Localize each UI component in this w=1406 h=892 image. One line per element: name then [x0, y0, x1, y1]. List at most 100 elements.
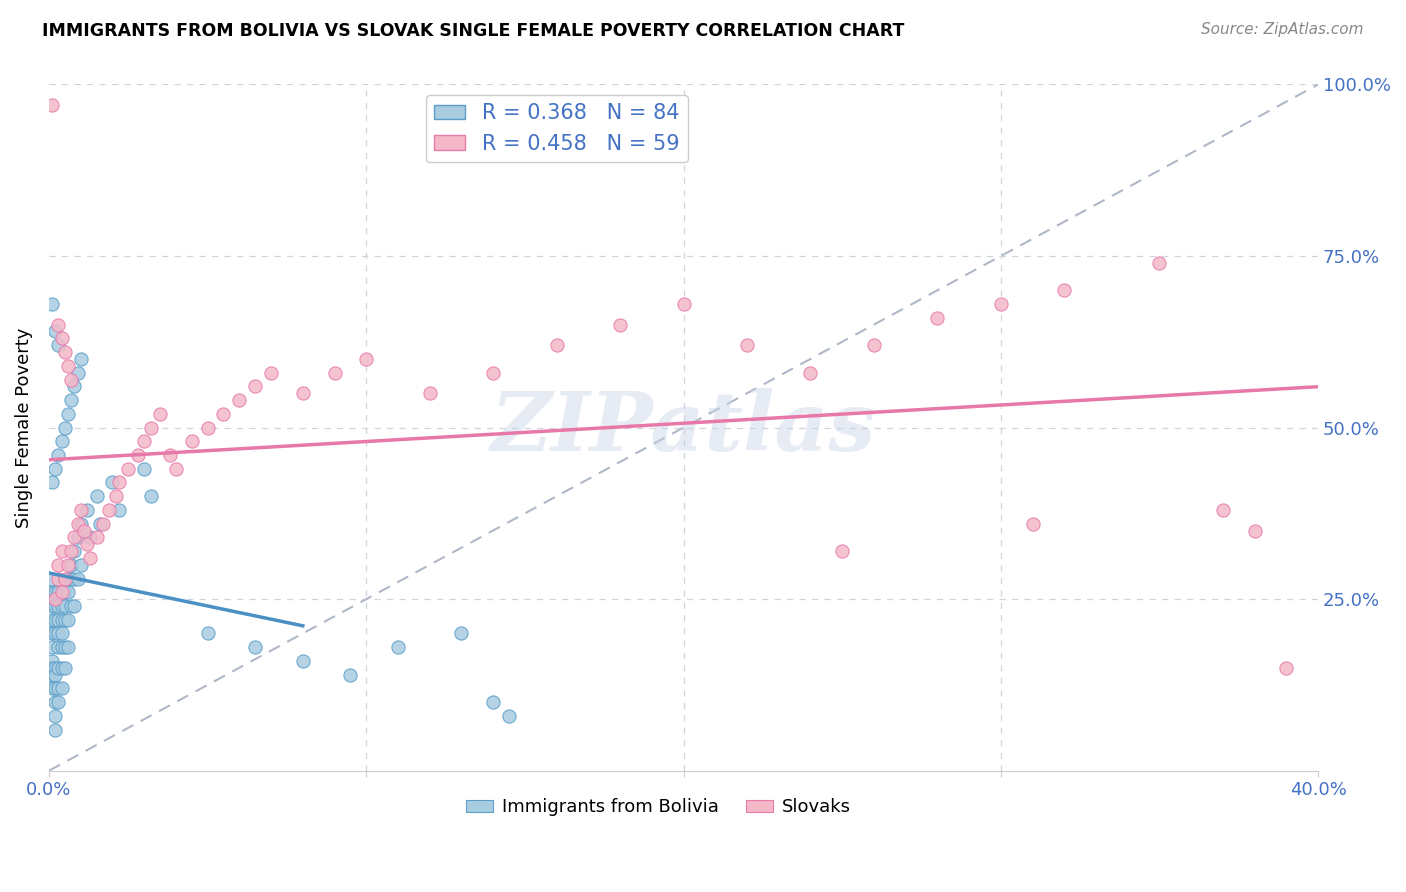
- Point: [44, 661, 66, 675]
- Point: [323, 366, 346, 380]
- Point: [73, 524, 96, 538]
- Point: [51, 599, 73, 613]
- Point: [149, 407, 172, 421]
- Point: [63, 572, 86, 586]
- Point: [44, 613, 66, 627]
- Point: [66, 366, 89, 380]
- Point: [53, 661, 76, 675]
- Point: [419, 386, 441, 401]
- Point: [48, 572, 70, 586]
- Point: [56, 407, 79, 421]
- Point: [53, 640, 76, 655]
- Point: [41, 599, 63, 613]
- Point: [69, 503, 91, 517]
- Point: [735, 338, 758, 352]
- Point: [41, 661, 63, 675]
- Point: [79, 530, 101, 544]
- Point: [48, 338, 70, 352]
- Point: [245, 379, 267, 393]
- Point: [672, 297, 695, 311]
- Point: [48, 626, 70, 640]
- Point: [48, 599, 70, 613]
- Point: [79, 551, 101, 566]
- Point: [44, 681, 66, 696]
- Point: [60, 372, 83, 386]
- Point: [159, 448, 181, 462]
- Point: [127, 448, 149, 462]
- Point: [56, 613, 79, 627]
- Point: [66, 530, 89, 544]
- Point: [63, 544, 86, 558]
- Point: [60, 558, 83, 572]
- Point: [60, 393, 83, 408]
- Point: [60, 572, 83, 586]
- Point: [98, 503, 121, 517]
- Point: [48, 613, 70, 627]
- Text: ZIPatlas: ZIPatlas: [491, 387, 876, 467]
- Point: [48, 585, 70, 599]
- Point: [53, 613, 76, 627]
- Point: [1149, 256, 1171, 270]
- Y-axis label: Single Female Poverty: Single Female Poverty: [15, 327, 32, 528]
- Point: [66, 516, 89, 531]
- Point: [56, 640, 79, 655]
- Point: [41, 585, 63, 599]
- Point: [165, 461, 187, 475]
- Point: [139, 489, 162, 503]
- Point: [482, 366, 505, 380]
- Point: [228, 393, 250, 408]
- Point: [44, 626, 66, 640]
- Point: [609, 318, 631, 332]
- Point: [48, 661, 70, 675]
- Point: [44, 695, 66, 709]
- Point: [197, 626, 219, 640]
- Point: [1243, 524, 1265, 538]
- Point: [63, 530, 86, 544]
- Point: [63, 599, 86, 613]
- Point: [180, 434, 202, 449]
- Point: [104, 489, 127, 503]
- Point: [44, 667, 66, 681]
- Point: [91, 516, 114, 531]
- Point: [60, 599, 83, 613]
- Point: [831, 544, 853, 558]
- Point: [51, 585, 73, 599]
- Point: [63, 379, 86, 393]
- Point: [48, 448, 70, 462]
- Point: [134, 434, 156, 449]
- Point: [86, 489, 108, 503]
- Point: [450, 626, 472, 640]
- Point: [41, 667, 63, 681]
- Point: [339, 667, 361, 681]
- Point: [69, 516, 91, 531]
- Point: [41, 613, 63, 627]
- Point: [546, 338, 568, 352]
- Point: [48, 318, 70, 332]
- Point: [53, 345, 76, 359]
- Point: [48, 558, 70, 572]
- Point: [101, 475, 124, 490]
- Point: [51, 544, 73, 558]
- Point: [117, 461, 139, 475]
- Point: [51, 640, 73, 655]
- Point: [498, 708, 520, 723]
- Point: [56, 572, 79, 586]
- Text: Source: ZipAtlas.com: Source: ZipAtlas.com: [1201, 22, 1364, 37]
- Point: [1212, 503, 1234, 517]
- Point: [291, 654, 314, 668]
- Point: [291, 386, 314, 401]
- Point: [482, 695, 505, 709]
- Point: [41, 640, 63, 655]
- Point: [44, 592, 66, 607]
- Point: [387, 640, 409, 655]
- Point: [53, 420, 76, 434]
- Point: [41, 626, 63, 640]
- Point: [66, 572, 89, 586]
- Point: [60, 544, 83, 558]
- Legend: Immigrants from Bolivia, Slovaks: Immigrants from Bolivia, Slovaks: [458, 791, 858, 823]
- Point: [48, 681, 70, 696]
- Point: [356, 351, 378, 366]
- Point: [212, 407, 235, 421]
- Point: [51, 331, 73, 345]
- Point: [799, 366, 821, 380]
